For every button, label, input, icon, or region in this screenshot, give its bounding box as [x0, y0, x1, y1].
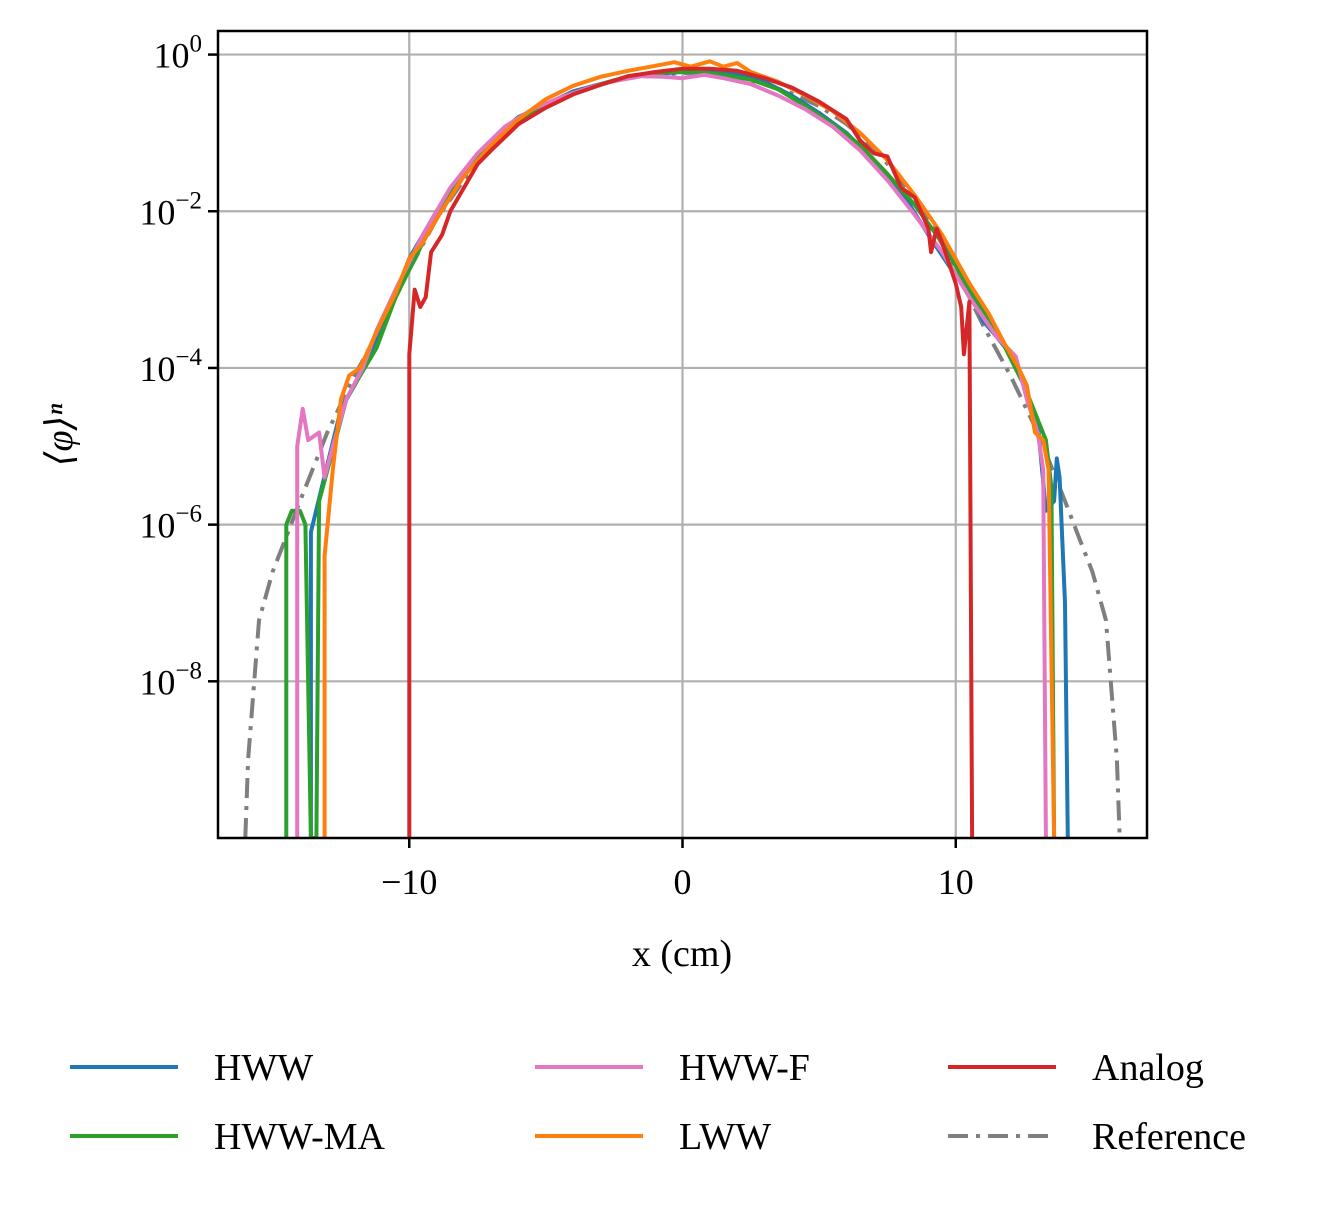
grid	[218, 31, 1147, 838]
y-tick-base: 10	[139, 349, 175, 389]
y-tick-base: 10	[139, 506, 175, 546]
y-tick-label: 10−8	[139, 657, 202, 702]
y-tick-base: 10	[139, 192, 175, 232]
x-tick-label: 0	[674, 862, 692, 902]
series-line-hww	[308, 70, 1070, 838]
legend-label: LWW	[679, 1116, 771, 1158]
x-tick-label: 10	[938, 862, 974, 902]
y-tick-label: 10−2	[139, 187, 202, 232]
y-tick-base: 10	[139, 662, 175, 702]
legend-label: HWW	[214, 1047, 313, 1089]
legend-label: Analog	[1092, 1047, 1204, 1089]
series-line-analog	[407, 66, 975, 838]
y-tick-exponent: −6	[175, 501, 202, 528]
y-tick-exponent: −2	[175, 187, 202, 214]
y-tick-label: 10−6	[139, 501, 202, 546]
y-tick-label: 10−4	[139, 344, 202, 389]
legend-label: HWW-MA	[214, 1116, 386, 1158]
y-tick-base: 10	[154, 36, 190, 76]
x-axis-label: x (cm)	[632, 933, 732, 975]
legend: HWW HWW-MA HWW-F LWW Analog Reference	[70, 1047, 1246, 1158]
y-tick-exponent: 0	[190, 31, 203, 58]
x-tick-label: −10	[381, 862, 437, 902]
y-axis-label: ⟨φ⟩ⁿ	[39, 404, 81, 467]
y-tick-exponent: −4	[175, 344, 202, 371]
legend-label: Reference	[1092, 1116, 1246, 1158]
y-tick-exponent: −8	[175, 657, 202, 684]
series-group	[243, 59, 1122, 838]
series-line-lww	[322, 59, 1057, 838]
y-tick-label: 100	[154, 31, 203, 76]
legend-label: HWW-F	[679, 1047, 810, 1089]
series-line-hww-ma	[284, 70, 1057, 838]
